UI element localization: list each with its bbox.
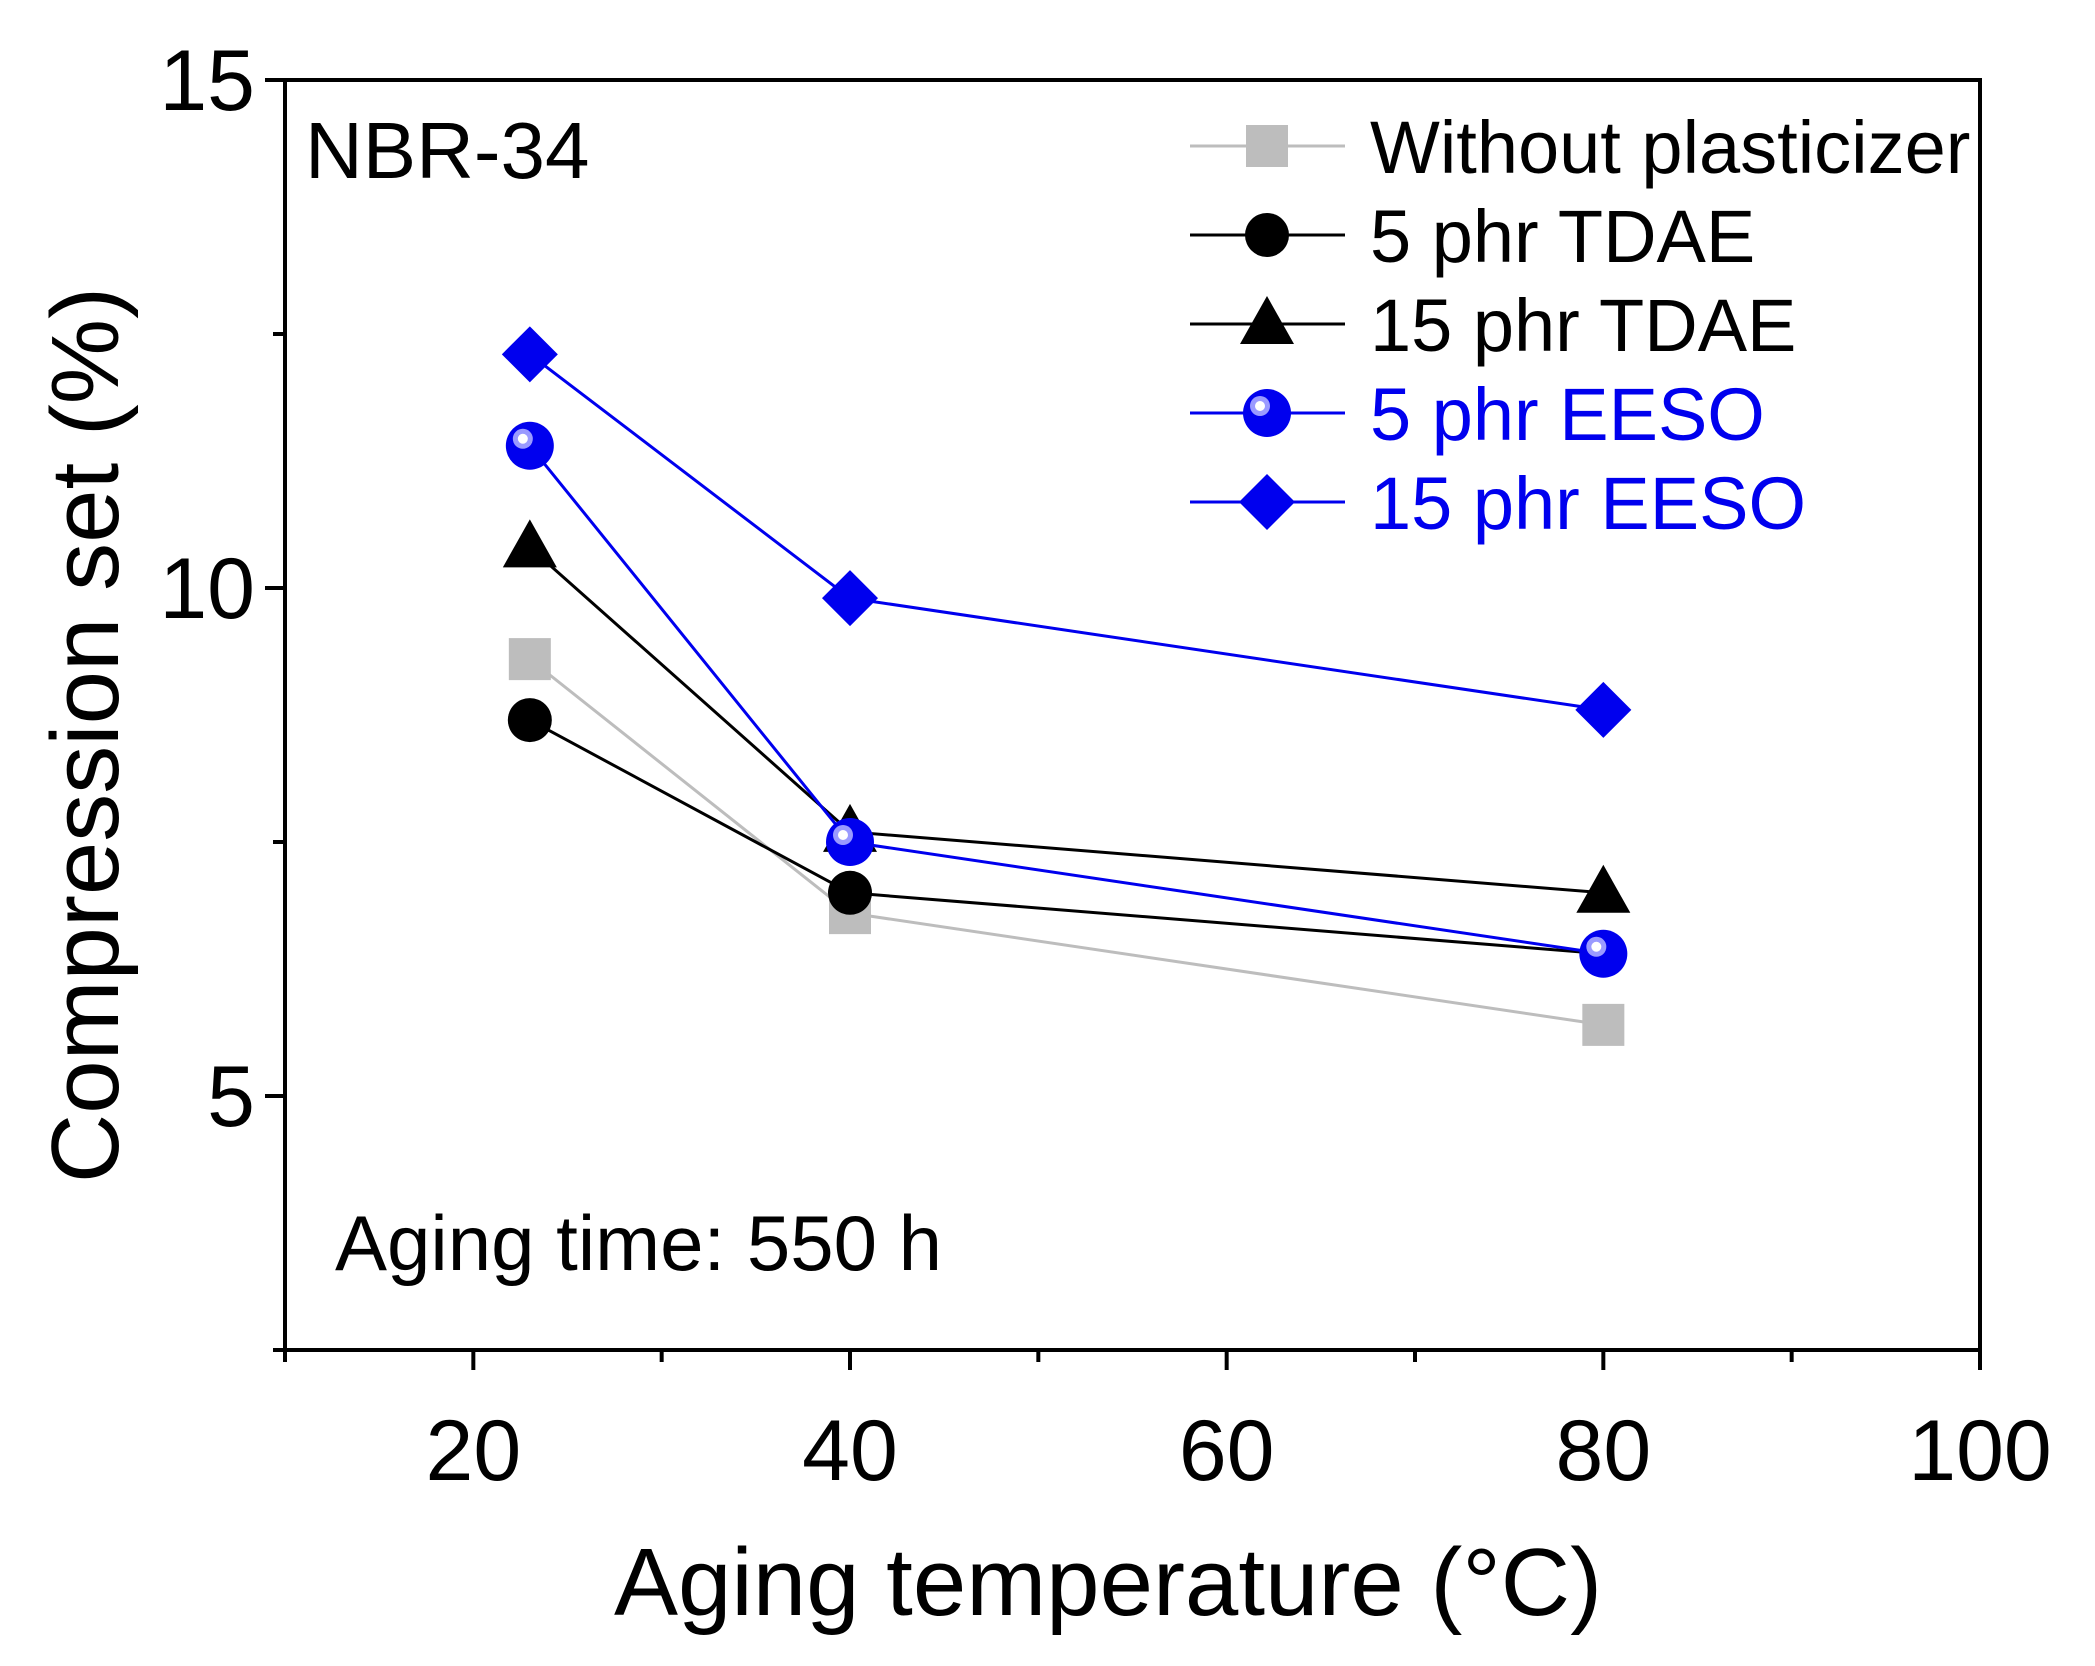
plot-area <box>501 326 1632 1046</box>
legend-marker <box>1245 213 1289 257</box>
legend-label: Without plasticizer <box>1370 106 1970 189</box>
x-axis-label: Aging temperature (°C) <box>614 1529 1602 1636</box>
x-tick-label: 100 <box>1908 1403 2052 1499</box>
legend-marker <box>1243 389 1291 437</box>
legend-item: 15 phr TDAE <box>1190 284 1796 367</box>
aging-time-annotation: Aging time: 550 h <box>335 1199 942 1287</box>
legend-item: Without plasticizer <box>1190 106 1970 189</box>
x-tick-label: 80 <box>1555 1403 1651 1499</box>
legend-label: 15 phr TDAE <box>1370 284 1796 367</box>
data-point <box>505 421 554 470</box>
legend-label: 5 phr TDAE <box>1370 195 1755 278</box>
x-tick-label: 20 <box>425 1403 521 1499</box>
plot-frame <box>283 78 1982 1352</box>
legend-item: 15 phr EESO <box>1190 462 1806 545</box>
data-point <box>507 698 552 743</box>
data-point <box>501 326 558 383</box>
data-point <box>508 638 551 681</box>
legend-item: 5 phr TDAE <box>1190 195 1755 278</box>
data-point <box>1576 864 1631 913</box>
y-tick-label: 10 <box>159 541 255 637</box>
legend-marker <box>1239 474 1295 530</box>
x-tick-label: 40 <box>802 1403 898 1499</box>
y-tick-label: 15 <box>159 33 255 129</box>
data-point <box>1579 929 1628 978</box>
data-point <box>826 818 874 866</box>
y-axis-label: Compression set (%) <box>32 287 139 1183</box>
legend-label: 15 phr EESO <box>1370 462 1806 545</box>
data-point <box>1575 681 1632 738</box>
y-tick-label: 5 <box>207 1049 255 1145</box>
data-point <box>828 870 872 915</box>
legend-marker <box>1240 296 1294 344</box>
data-point <box>1582 1003 1625 1046</box>
axes: 20 40 60 80 100 5 10 15 <box>159 33 2051 1499</box>
series-15-phr-eeso <box>501 326 1632 738</box>
legend-item: 5 phr EESO <box>1190 373 1765 456</box>
legend-label: 5 phr EESO <box>1370 373 1765 456</box>
panel-label: NBR-34 <box>305 106 590 195</box>
legend-marker <box>1246 125 1288 167</box>
data-point <box>502 519 557 568</box>
data-point <box>822 570 878 627</box>
series-5-phr-eeso <box>505 421 1628 978</box>
x-tick-label: 60 <box>1179 1403 1275 1499</box>
